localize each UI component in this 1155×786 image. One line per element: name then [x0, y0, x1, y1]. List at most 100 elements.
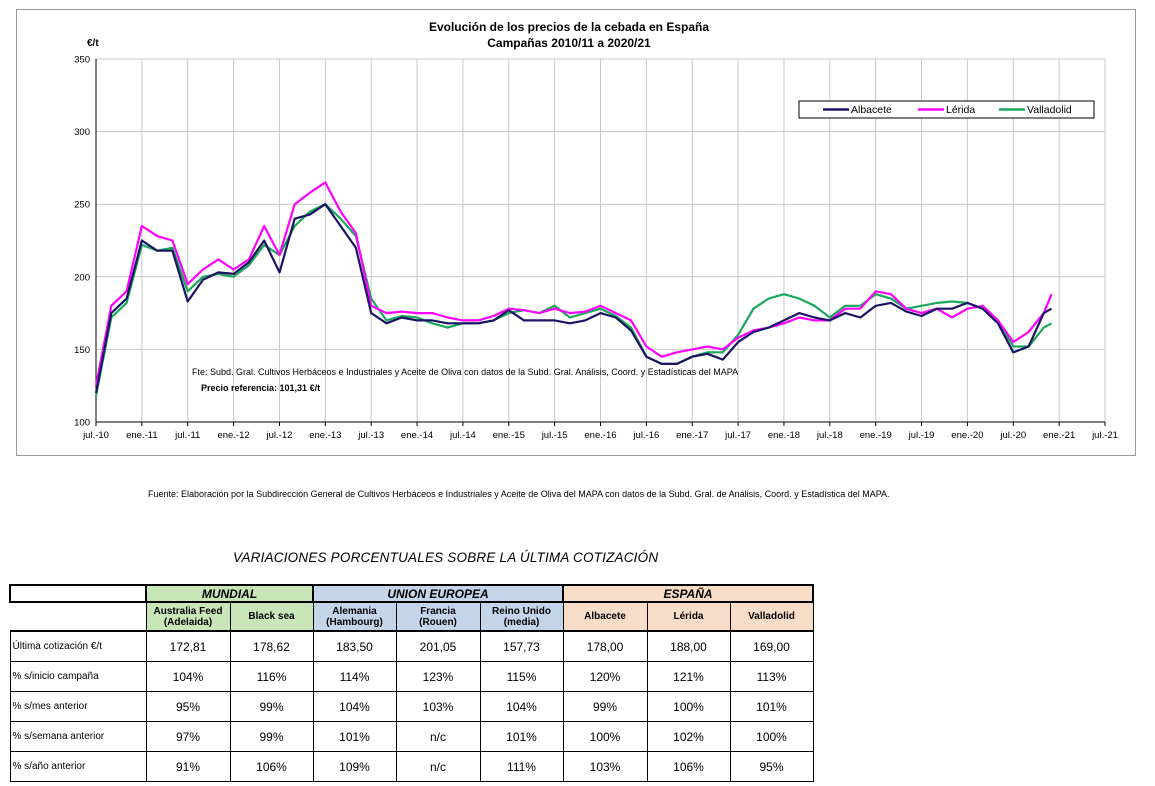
table-cell: 178,00	[562, 630, 648, 662]
x-tick-label: ene.-17	[676, 430, 708, 441]
table-cell: 106%	[646, 751, 731, 782]
table-corner	[9, 584, 147, 603]
table-cell: 111%	[479, 751, 564, 782]
group-mundial: MUNDIAL	[145, 584, 314, 603]
price-variation-table: MUNDIAL UNION EUROPEA ESPAÑA Australia F…	[9, 584, 814, 782]
col-header-line1: Alemania	[332, 605, 377, 617]
table-row: % s/inicio campaña 104% 116% 114% 123% 115% 12…	[9, 661, 814, 692]
x-tick-label: jul.-21	[1091, 430, 1118, 441]
table-cell: 99%	[229, 691, 314, 722]
table-cell: 116%	[229, 661, 314, 692]
x-tick-label: jul.-16	[632, 430, 659, 441]
y-tick-label: 150	[74, 345, 90, 356]
row-label: % s/mes anterior	[9, 691, 147, 722]
col-header-line1: Reino Unido	[492, 605, 551, 617]
table-row: % s/semana anterior 97% 99% 101% n/c 101% 100%…	[9, 721, 814, 752]
col-header-line2: (Adelaida)	[163, 616, 213, 628]
table-cell: 104%	[312, 691, 397, 722]
x-tick-label: ene.-21	[1043, 430, 1075, 441]
table-row: % s/mes anterior 95% 99% 104% 103% 104% 99% 100…	[9, 691, 814, 722]
group-union-europea: UNION EUROPEA	[312, 584, 564, 603]
row-label: % s/inicio campaña	[9, 661, 147, 692]
y-tick-label: 200	[74, 272, 90, 283]
col-header-line1: Albacete	[584, 611, 626, 622]
col-header-line2: (Hambourg)	[326, 616, 383, 628]
table-cell: 109%	[312, 751, 397, 782]
table-title: VARIACIONES PORCENTUALES SOBRE LA ÚLTIMA…	[233, 550, 659, 565]
table-cell: 102%	[646, 721, 731, 752]
col-header-line2: (media)	[503, 616, 540, 628]
x-tick-label: ene.-18	[768, 430, 800, 441]
table-cell: 106%	[229, 751, 314, 782]
table-cell: 123%	[395, 661, 481, 692]
series-line-valladolid	[94, 203, 1053, 397]
table-cell: 99%	[229, 721, 314, 752]
x-tick-label: jul.-18	[816, 430, 843, 441]
table-cell: 95%	[729, 751, 814, 782]
col-header-francia: Francia (Rouen)	[395, 601, 481, 632]
table-row: % s/año anterior 91% 106% 109% n/c 111% 103% 10…	[9, 751, 814, 782]
table-cell: 113%	[729, 661, 814, 692]
table-cell: 100%	[729, 721, 814, 752]
col-header-australia: Australia Feed (Adelaida)	[145, 601, 231, 632]
table-cell: 121%	[646, 661, 731, 692]
row-label: % s/semana anterior	[9, 721, 147, 752]
col-header-valladolid: Valladolid	[729, 601, 814, 632]
table-cell: 100%	[562, 721, 648, 752]
legend-label-albacete: Albacete	[851, 104, 892, 116]
x-tick-label: jul.-15	[541, 430, 568, 441]
chart-legend: Albacete Lérida Valladolid	[798, 100, 1095, 119]
table-cell: 103%	[395, 691, 481, 722]
y-tick-label: 350	[74, 55, 90, 66]
col-header-black-sea: Black sea	[229, 601, 314, 632]
y-tick-label: 100	[74, 418, 90, 429]
group-espana: ESPAÑA	[562, 584, 814, 603]
x-tick-label: jul.-20	[999, 430, 1026, 441]
col-header-line1: Australia Feed	[153, 605, 223, 617]
col-header-line1: Francia	[420, 605, 456, 617]
col-header-alemania: Alemania (Hambourg)	[312, 601, 397, 632]
series-line-lerida	[94, 181, 1053, 386]
col-header-line1: Black sea	[248, 611, 295, 622]
table-body: Última cotización €/t 172,81 178,62 183,50 2…	[9, 630, 814, 782]
x-tick-label: ene.-12	[217, 430, 249, 441]
data-source-note: Fte: Subd. Gral. Cultivos Herbáceos e In…	[192, 367, 738, 377]
series-layer	[94, 181, 1053, 397]
chart-title: Evolución de los precios de la cebada en…	[429, 20, 709, 34]
table-cell: 104%	[479, 691, 564, 722]
table-cell: 188,00	[646, 630, 731, 662]
table-group-header-row: MUNDIAL UNION EUROPEA ESPAÑA	[9, 584, 814, 603]
table-cell: 101%	[729, 691, 814, 722]
x-tick-label: jul.-13	[357, 430, 384, 441]
x-tick-label: ene.-16	[584, 430, 616, 441]
x-tick-label: jul.-19	[908, 430, 935, 441]
col-header-albacete: Albacete	[562, 601, 648, 632]
x-tick-label: jul.-17	[724, 430, 751, 441]
table-cell: 157,73	[479, 630, 564, 662]
table-cell: 97%	[145, 721, 231, 752]
grid-layer	[95, 58, 1106, 423]
reference-price-note: Precio referencia: 101,31 €/t	[201, 383, 320, 393]
legend-label-valladolid: Valladolid	[1027, 104, 1072, 116]
x-tick-label: ene.-13	[309, 430, 341, 441]
x-tick-label: jul.-12	[266, 430, 293, 441]
table-cell: 101%	[312, 721, 397, 752]
col-header-line1: Lérida	[673, 611, 704, 622]
table-cell: 183,50	[312, 630, 397, 662]
table-row: Última cotización €/t 172,81 178,62 183,50 2…	[9, 630, 814, 662]
col-header-line2: (Rouen)	[419, 616, 457, 628]
x-tick-label: jul.-10	[82, 430, 109, 441]
col-header-reino-unido: Reino Unido (media)	[479, 601, 564, 632]
table-cell: 91%	[145, 751, 231, 782]
table-cell: 178,62	[229, 630, 314, 662]
col-header-line1: Valladolid	[748, 611, 795, 622]
axis-layer: 100 150 200 250 300 350 jul.-10 ene.-11 jul.-11 e…	[74, 55, 1118, 442]
table-cell: 201,05	[395, 630, 481, 662]
table-cell: 95%	[145, 691, 231, 722]
table-cell: 172,81	[145, 630, 231, 662]
x-tick-label: ene.-11	[126, 430, 158, 441]
x-tick-label: ene.-19	[860, 430, 892, 441]
source-footnote: Fuente: Elaboración por la Subdirección …	[148, 489, 890, 499]
table-cell: 99%	[562, 691, 648, 722]
table-cell: 114%	[312, 661, 397, 692]
